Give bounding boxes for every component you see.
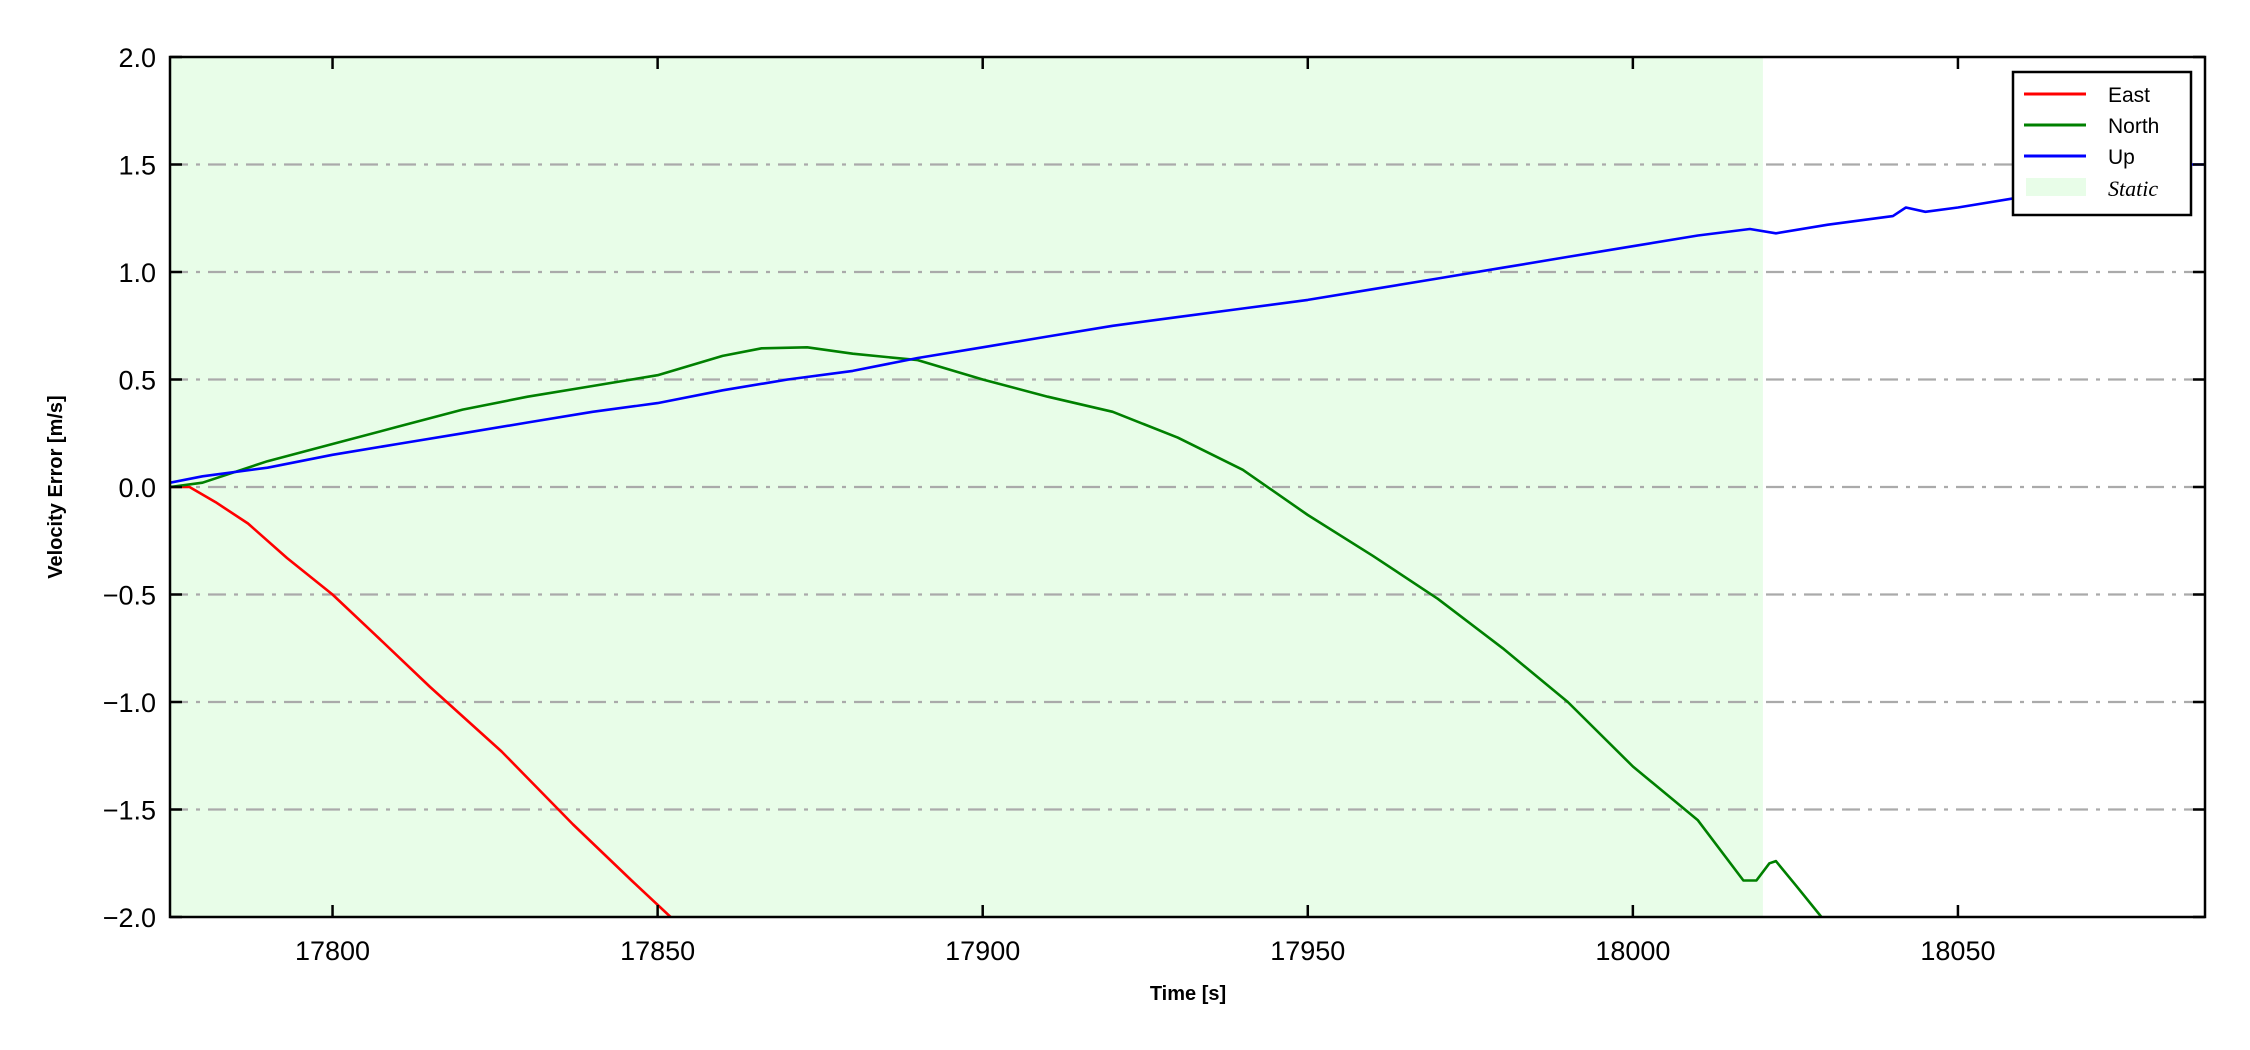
x-tick-label: 17800 — [295, 936, 370, 966]
series-line-east — [170, 485, 672, 917]
y-tick-label: 1.0 — [118, 258, 156, 288]
y-tick-label: −2.0 — [103, 903, 156, 933]
series-lines — [170, 163, 2205, 917]
x-tick-label: 17850 — [620, 936, 695, 966]
y-tick-label: −1.5 — [103, 796, 156, 826]
legend-label-north: North — [2108, 115, 2159, 138]
legend: East North Up Static — [2011, 70, 2193, 217]
y-tick-label: 0.5 — [118, 366, 156, 396]
y-tick-label: 2.0 — [118, 43, 156, 73]
series-line-up — [170, 163, 2205, 484]
x-tick-label: 18000 — [1595, 936, 1670, 966]
legend-label-east: East — [2108, 84, 2150, 107]
gridlines — [170, 163, 2205, 811]
x-tick-label: 18050 — [1920, 936, 1995, 966]
series-line-north — [170, 345, 1823, 917]
y-axis-label: Velocity Error [m/s] — [45, 395, 67, 578]
y-tick-label: 0.0 — [118, 473, 156, 503]
y-tick-label: 1.5 — [118, 151, 156, 181]
legend-label-static: Static — [2108, 176, 2158, 201]
legend-swatch-static — [2026, 178, 2086, 196]
plot-frame — [168, 55, 2207, 919]
y-tick-label: −0.5 — [103, 581, 156, 611]
static-region — [170, 57, 1763, 917]
legend-label-up: Up — [2108, 146, 2135, 169]
x-tick-label: 17950 — [1270, 936, 1345, 966]
static-region-layer — [170, 57, 1763, 917]
x-tick-label: 17900 — [945, 936, 1020, 966]
axes: −2.0 −1.5 −1.0 −0.5 0.0 0.5 1.0 1.5 2.0 17800 1785… — [103, 43, 2207, 966]
y-tick-label: −1.0 — [103, 688, 156, 718]
x-axis-label: Time [s] — [1150, 983, 1226, 1005]
